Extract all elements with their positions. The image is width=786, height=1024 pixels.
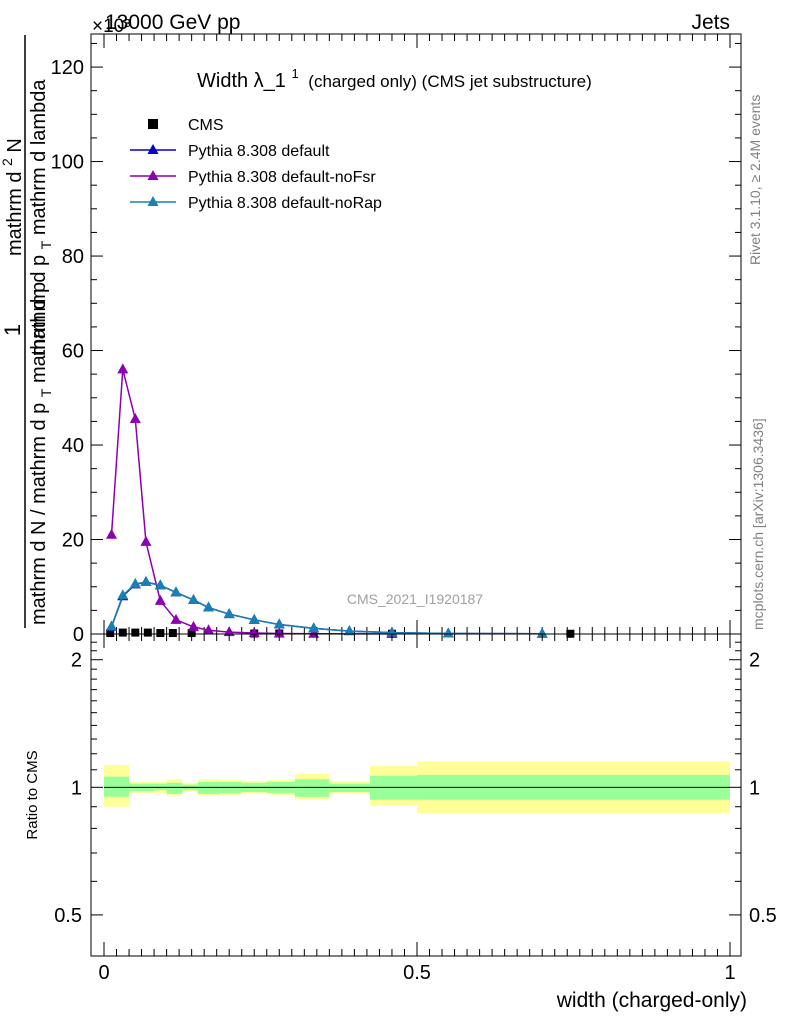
y-label-line3-sup: 2: [0, 158, 15, 166]
cms-data-point: [118, 628, 127, 637]
mc-point-2: [129, 413, 141, 424]
mc-point-3: [442, 627, 454, 638]
legend-marker-cms: [148, 119, 158, 129]
y-label-line3-a: mathrm d: [4, 172, 26, 256]
analysis-watermark: CMS_2021_I1920187: [347, 591, 483, 607]
ratio-y-tick-label: 2: [71, 650, 82, 672]
main-y-tick-label: 20: [62, 530, 84, 552]
cms-data-point: [106, 629, 115, 638]
main-y-tick-label: 80: [62, 246, 84, 268]
mc-point-2: [248, 627, 260, 638]
plot-title-main: Width λ_1: [197, 70, 286, 92]
legend-label: Pythia 8.308 default-noRap: [188, 195, 382, 212]
main-y-tick-label: 0: [73, 624, 84, 646]
mc-point-3: [536, 627, 548, 638]
mc-point-3: [170, 586, 182, 597]
mc-point-2: [106, 528, 118, 539]
x-tick-label: 0.5: [403, 962, 431, 984]
y-label-line2-a: mathrm d N / mathrm d p: [28, 403, 50, 625]
plot-title: Width λ_1 1 (charged only) (CMS jet subs…: [197, 61, 592, 92]
ratio-band-inner: [197, 781, 220, 794]
mc-point-3: [140, 576, 152, 587]
mc-point-3: [248, 613, 260, 624]
y-label-line2: mathrm d N / mathrm d p T mathrm d p: [28, 282, 56, 625]
ratio-y-tick-label-right: 2: [749, 650, 760, 672]
legend-marker: [147, 196, 159, 206]
ratio-band-inner: [104, 776, 130, 797]
y-label-numerator: 1: [0, 324, 25, 336]
y-label-line2-b: mathrm d p: [28, 282, 50, 383]
mc-point-3: [203, 601, 215, 612]
main-y-tick-label: 120: [51, 57, 84, 79]
main-series-group: [106, 363, 575, 638]
mc-point-2: [117, 363, 129, 374]
mc-point-2: [170, 613, 182, 624]
mc-point-2: [154, 594, 166, 605]
main-y-label: 1 mathrm d N / mathrm d p T mathrm d p m…: [0, 35, 56, 628]
cms-data-point: [168, 629, 177, 638]
mc-point-3: [343, 625, 355, 636]
main-y-tick-label: 60: [62, 341, 84, 363]
legend-marker: [147, 144, 159, 154]
ratio-x-axis: 0 0.5 1: [98, 634, 736, 984]
main-panel: 0 20 40 60 80 100 120 ×10³ Width λ_1 1 (charge…: [51, 16, 742, 646]
cms-data-point: [143, 628, 152, 637]
ratio-band-inner: [166, 782, 183, 794]
header-right: Jets: [691, 11, 730, 34]
side-text-rivet: Rivet 3.1.10, ≥ 2.4M events: [747, 95, 763, 265]
y-label-line2-sub: T: [38, 388, 54, 397]
mc-point-2: [273, 627, 285, 638]
y-scale-exponent: ×10³: [92, 16, 131, 37]
y-label-line4-b: mathrm d lambda: [28, 79, 50, 235]
plot-title-sup: 1: [292, 66, 299, 81]
ratio-y-tick-label: 0.5: [54, 905, 82, 927]
mc-point-3: [308, 622, 320, 633]
header-left: 13000 GeV pp: [105, 11, 240, 34]
mc-point-3: [117, 589, 129, 600]
legend-label: Pythia 8.308 default-noFsr: [188, 169, 376, 186]
mc-point-3: [223, 608, 235, 619]
legend-label: Pythia 8.308 default: [188, 143, 330, 160]
mc-point-2: [188, 620, 200, 631]
main-y-axis: 0 20 40 60 80 100 120: [51, 42, 741, 646]
mc-point-2: [140, 535, 152, 546]
mc-point-3: [129, 577, 141, 588]
mc-point-3: [188, 593, 200, 604]
legend: CMS Pythia 8.308 default Pythia 8.308 defa…: [130, 117, 382, 212]
y-label-line4-a: mathrm d p: [28, 255, 50, 356]
legend-label: CMS: [188, 117, 224, 134]
ratio-y-tick-label: 1: [71, 777, 82, 799]
mc-point-3: [154, 579, 166, 590]
side-text-mcplots: mcplots.cern.ch [arXiv:1306.3436]: [750, 418, 766, 630]
plot-title-suffix: (charged only) (CMS jet substructure): [308, 72, 591, 91]
ratio-band-inner: [294, 779, 330, 797]
y-label-line4: mathrm d p T mathrm d lambda: [28, 79, 56, 356]
ratio-y-axis: 0.5 0.5 1 1 2 2: [54, 641, 777, 957]
cms-data-point: [187, 629, 196, 638]
ratio-y-tick-label-right: 0.5: [749, 905, 777, 927]
x-tick-label: 0: [98, 962, 109, 984]
main-y-tick-label: 100: [51, 152, 84, 174]
ratio-y-label: Ratio to CMS: [24, 750, 41, 839]
legend-marker: [147, 170, 159, 180]
ratio-band-inner: [329, 783, 371, 792]
cms-data-point: [156, 629, 165, 638]
mc-point-3: [106, 620, 118, 631]
cms-data-point: [131, 628, 140, 637]
mc-point-3: [273, 618, 285, 629]
ratio-panel: 0.5 0.51 12 2 0 0.5 1 Ratio to CMS width (cha…: [24, 633, 777, 1012]
y-label-line3-b: N: [4, 138, 26, 152]
x-tick-label: 1: [724, 962, 735, 984]
mc-point-2: [203, 624, 215, 635]
y-label-line4-sub: T: [38, 240, 54, 249]
main-y-tick-label: 40: [62, 435, 84, 457]
x-axis-label: width (charged-only): [556, 989, 747, 1012]
y-label-line3: mathrm d 2 N: [0, 138, 26, 256]
ratio-frame: [90, 633, 742, 957]
ratio-y-tick-label-right: 1: [749, 777, 760, 799]
series-line-3: [110, 581, 543, 635]
